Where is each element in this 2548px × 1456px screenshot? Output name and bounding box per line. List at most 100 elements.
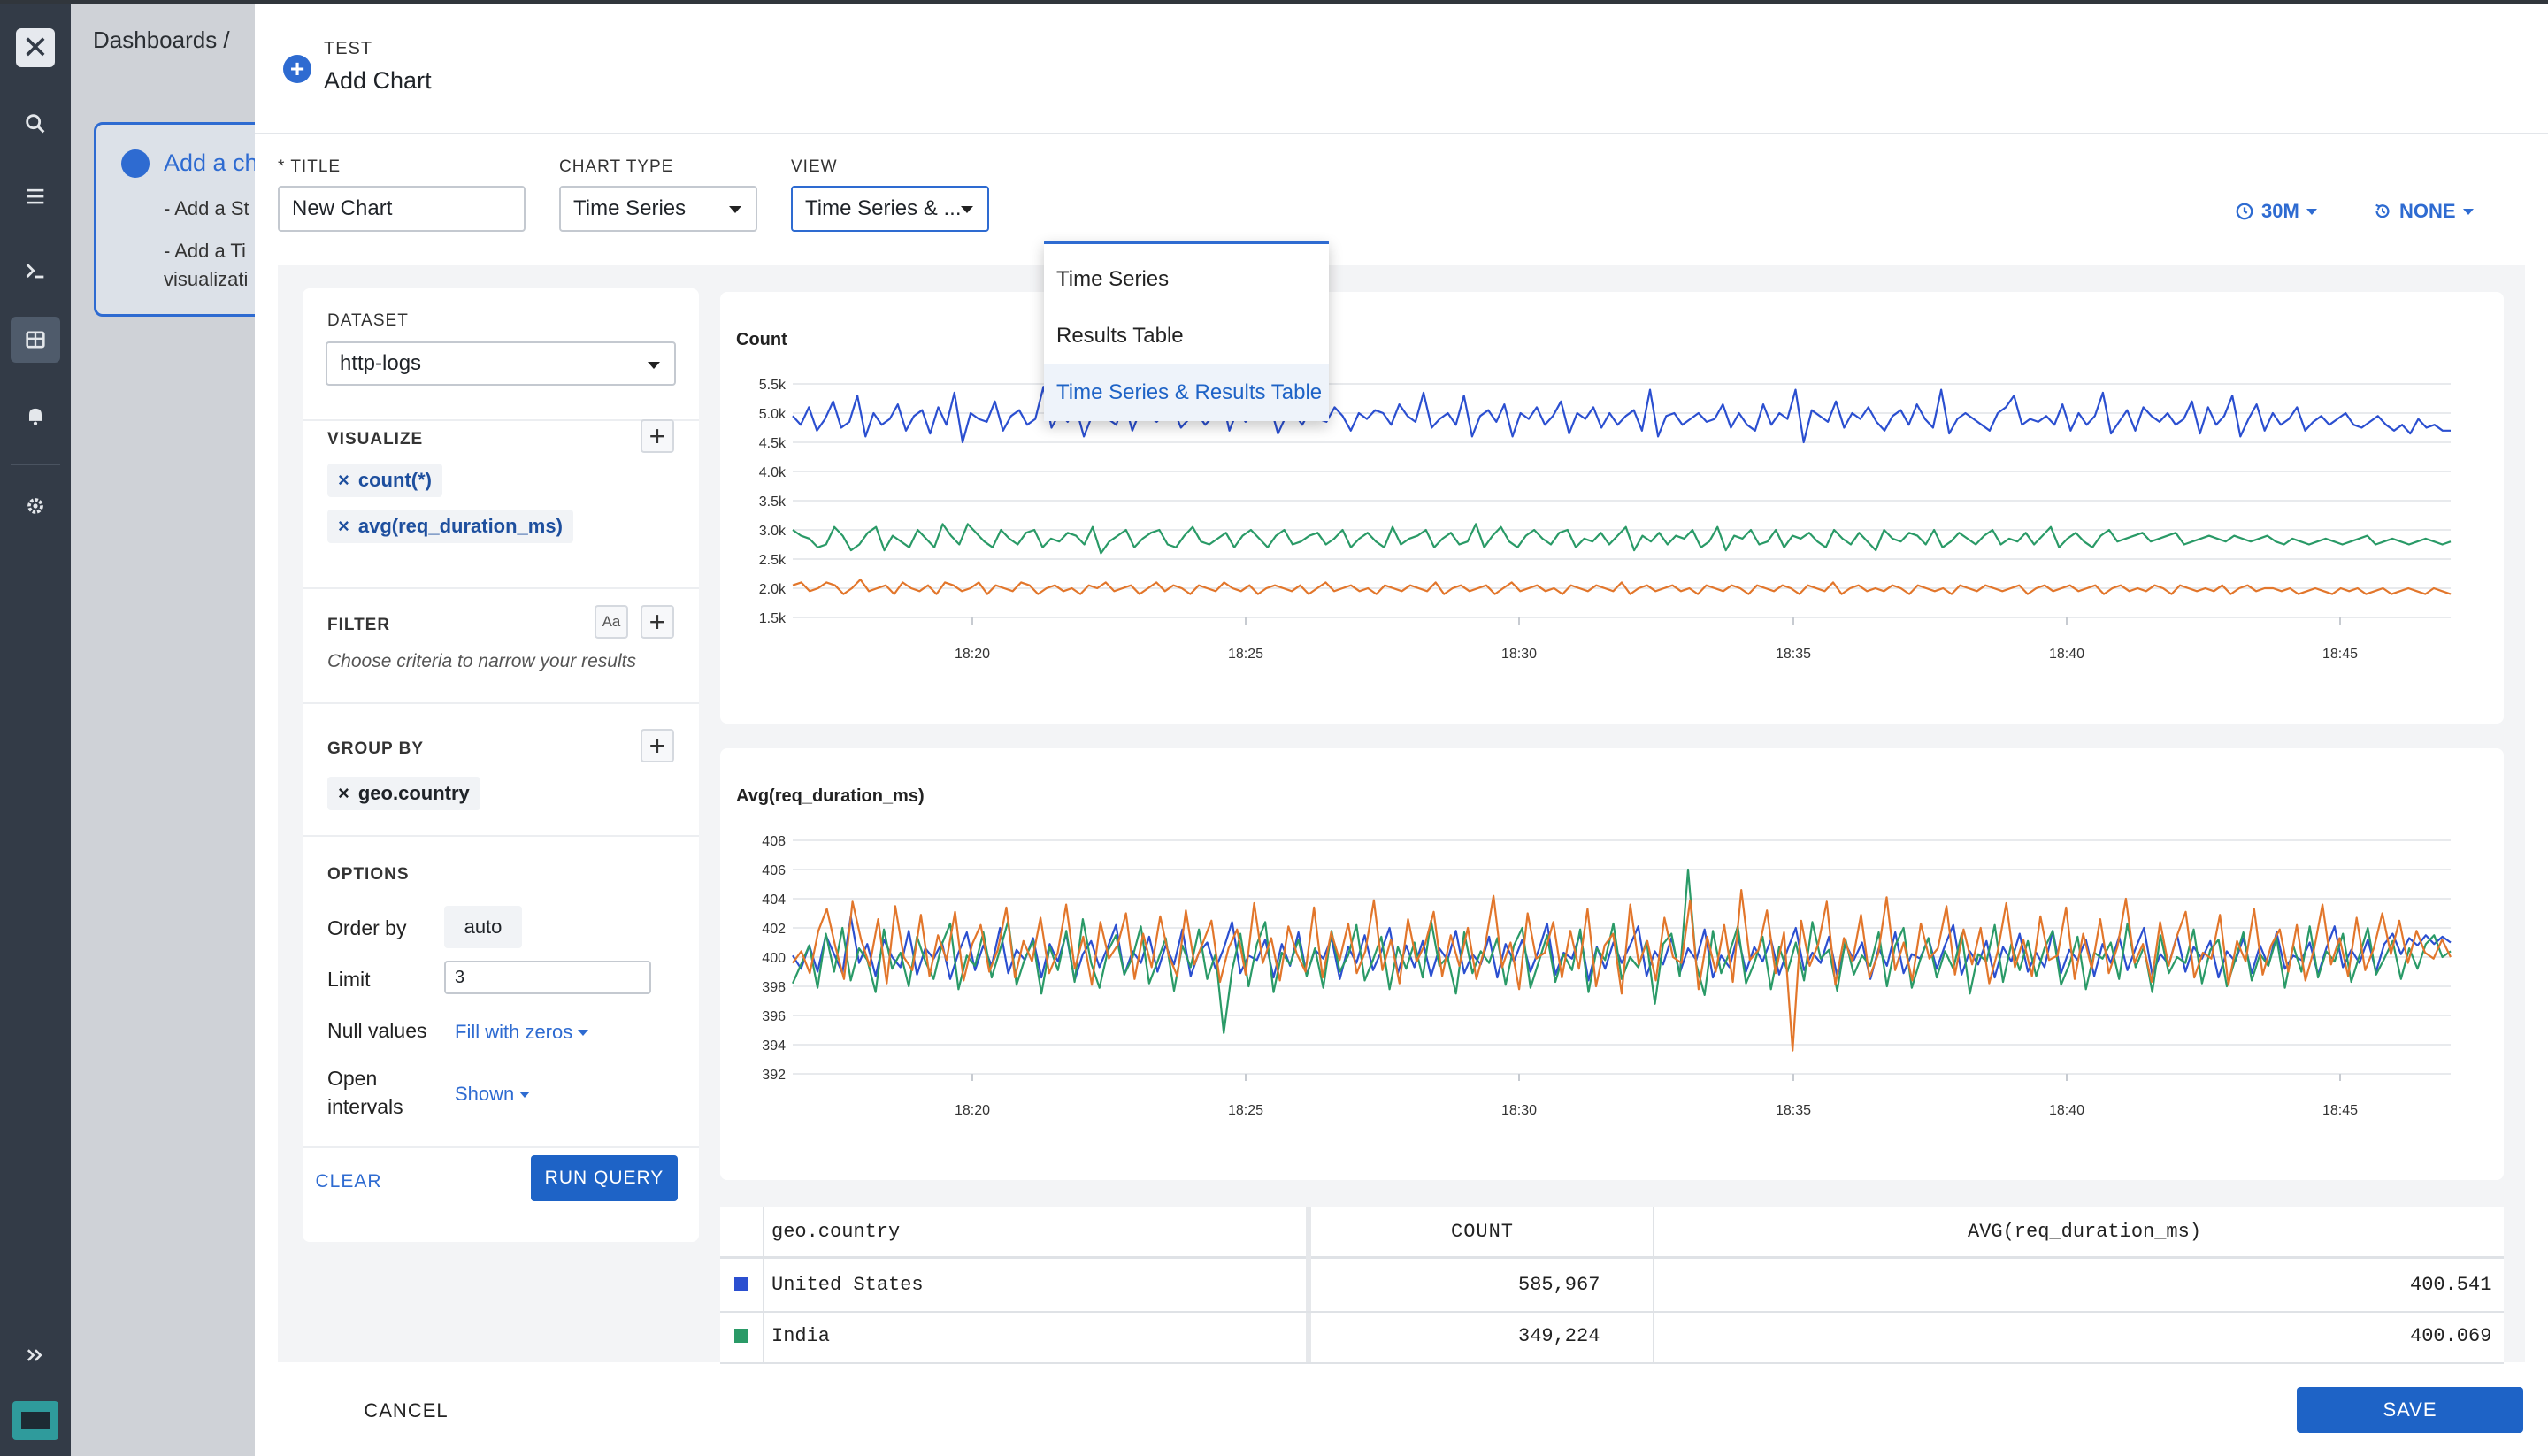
chart-y-tick-label: 406 xyxy=(762,863,786,878)
chart-y-tick-label: 3.5k xyxy=(759,494,787,510)
chart-series-line[interactable] xyxy=(792,889,2452,1052)
dataset-select[interactable]: http-logs xyxy=(326,341,676,386)
group-by-item-label: geo.country xyxy=(357,782,470,804)
dashboards-nav-icon[interactable] xyxy=(11,317,60,363)
open-intervals-label: Open xyxy=(327,1067,378,1090)
gear-nav-icon[interactable] xyxy=(11,483,60,529)
case-sensitive-toggle[interactable]: Aa xyxy=(595,605,628,639)
table-cell-country: India xyxy=(771,1325,831,1347)
filter-label: FILTER xyxy=(327,616,391,634)
open-intervals-label-2: intervals xyxy=(327,1095,403,1118)
remove-icon[interactable]: × xyxy=(338,515,349,537)
row-divider xyxy=(720,1311,2504,1313)
title-input-value: New Chart xyxy=(292,196,393,220)
clear-button[interactable]: CLEAR xyxy=(315,1171,382,1192)
column-header-country[interactable]: geo.country xyxy=(771,1221,901,1243)
table-cell-count: 585,967 xyxy=(1518,1274,1600,1296)
chart-x-tick-label: 18:35 xyxy=(1776,647,1811,662)
view-option-results-table[interactable]: Results Table xyxy=(1056,324,1184,348)
group-by-item[interactable]: × geo.country xyxy=(327,777,480,810)
run-query-button[interactable]: RUN QUERY xyxy=(531,1155,678,1201)
time-range-button[interactable]: 30M xyxy=(2235,200,2317,223)
view-option-time-series-and-table[interactable]: Time Series & Results Table xyxy=(1044,364,1329,421)
row-divider xyxy=(720,1362,2504,1364)
chevron-down-icon xyxy=(2306,208,2317,215)
table-header-divider xyxy=(720,1256,2504,1259)
add-visualize-button[interactable]: + xyxy=(641,419,674,453)
null-values-value: Fill with zeros xyxy=(455,1021,573,1043)
chart-x-tick-label: 18:35 xyxy=(1776,1103,1811,1118)
open-intervals-select[interactable]: Shown xyxy=(455,1083,531,1106)
title-input[interactable]: New Chart xyxy=(278,186,526,232)
chevron-down-icon xyxy=(519,1091,531,1098)
history-icon xyxy=(2375,203,2390,218)
hint-card-line: - Add a St xyxy=(164,197,249,219)
chart-y-tick-label: 2.0k xyxy=(759,582,787,597)
breadcrumb[interactable]: Dashboards / xyxy=(93,27,230,53)
add-group-by-button[interactable]: + xyxy=(641,729,674,762)
user-avatar[interactable] xyxy=(12,1401,58,1440)
remove-icon[interactable]: × xyxy=(338,469,349,491)
app-logo-icon[interactable]: ✕ xyxy=(16,28,55,67)
chart-x-tick-label: 18:25 xyxy=(1228,647,1263,662)
view-dropdown-menu: Time Series Results Table Time Series & … xyxy=(1044,241,1329,421)
hint-card-line: - Add a Ti xyxy=(164,240,246,262)
compare-value: NONE xyxy=(2399,200,2456,222)
chevron-down-icon xyxy=(648,362,660,369)
list-nav-icon[interactable] xyxy=(11,173,60,219)
count-chart[interactable]: Count 5.5k 5.0k 4.5k 4.0k 3.5k 3.0k 2.5k 2.0k 1.5… xyxy=(720,292,2504,724)
nav-divider xyxy=(11,464,60,465)
view-value: Time Series & ... xyxy=(805,196,962,220)
table-cell-avg: 400.069 xyxy=(2410,1325,2492,1347)
column-divider xyxy=(1653,1207,1654,1362)
chart-y-tick-label: 2.5k xyxy=(759,553,787,568)
plus-circle-icon: + xyxy=(283,55,311,83)
view-select[interactable]: Time Series & ... xyxy=(791,186,989,232)
chart-y-axis-label: Count xyxy=(736,330,787,349)
chart-series-line[interactable] xyxy=(792,579,2452,595)
column-header-count[interactable]: COUNT xyxy=(1451,1221,1515,1243)
avg-duration-chart[interactable]: Avg(req_duration_ms) 408 406 404 402 400 398 39… xyxy=(720,748,2504,1180)
chart-y-tick-label: 4.0k xyxy=(759,465,787,480)
add-filter-button[interactable]: + xyxy=(641,605,674,639)
time-range-value: 30M xyxy=(2261,200,2299,222)
view-option-time-series[interactable]: Time Series xyxy=(1056,267,1170,291)
plus-circle-icon xyxy=(121,149,150,178)
limit-label: Limit xyxy=(327,968,371,991)
cancel-button[interactable]: CANCEL xyxy=(364,1399,449,1422)
remove-icon[interactable]: × xyxy=(338,782,349,804)
chart-type-label: CHART TYPE xyxy=(559,157,674,176)
expand-nav-icon[interactable] xyxy=(11,1332,60,1378)
compare-button[interactable]: NONE xyxy=(2373,200,2474,223)
left-nav: ✕ xyxy=(0,4,71,1456)
count-chart-card: Count 5.5k 5.0k 4.5k 4.0k 3.5k 3.0k 2.5k 2.0k 1.5… xyxy=(720,292,2504,724)
null-values-label: Null values xyxy=(327,1019,427,1042)
column-header-avg[interactable]: AVG(req_duration_ms) xyxy=(1968,1221,2202,1243)
chart-series-line[interactable] xyxy=(792,523,2452,555)
visualize-item[interactable]: × count(*) xyxy=(327,464,442,497)
query-builder-panel: DATASET http-logs VISUALIZE + × count(*) … xyxy=(303,288,699,1242)
chart-y-tick-label: 5.5k xyxy=(759,378,787,393)
chevron-down-icon xyxy=(729,206,741,213)
chart-type-value: Time Series xyxy=(573,196,687,220)
chart-y-tick-label: 402 xyxy=(762,922,786,937)
chart-type-select[interactable]: Time Series xyxy=(559,186,757,232)
terminal-nav-icon[interactable] xyxy=(11,248,60,294)
bell-nav-icon[interactable] xyxy=(11,393,60,439)
visualize-item[interactable]: × avg(req_duration_ms) xyxy=(327,510,573,543)
limit-input[interactable]: 3 xyxy=(444,961,651,994)
chart-series-line[interactable] xyxy=(792,386,2451,444)
chart-series-line[interactable] xyxy=(791,868,2452,1034)
modal-title: Add Chart xyxy=(324,67,432,94)
column-resizer[interactable] xyxy=(1306,1207,1311,1362)
search-nav-icon[interactable] xyxy=(11,101,60,147)
chart-y-tick-label: 3.0k xyxy=(759,524,787,539)
visualize-label: VISUALIZE xyxy=(327,430,424,448)
swatch-column-divider xyxy=(763,1207,764,1362)
null-values-select[interactable]: Fill with zeros xyxy=(455,1021,589,1044)
save-button[interactable]: SAVE xyxy=(2297,1387,2523,1433)
hint-card-line: visualizati xyxy=(164,268,249,290)
order-by-value: auto xyxy=(464,916,503,938)
avg-duration-chart-card: Avg(req_duration_ms) 408 406 404 402 400 398 39… xyxy=(720,748,2504,1180)
order-by-select[interactable]: auto xyxy=(444,906,522,948)
